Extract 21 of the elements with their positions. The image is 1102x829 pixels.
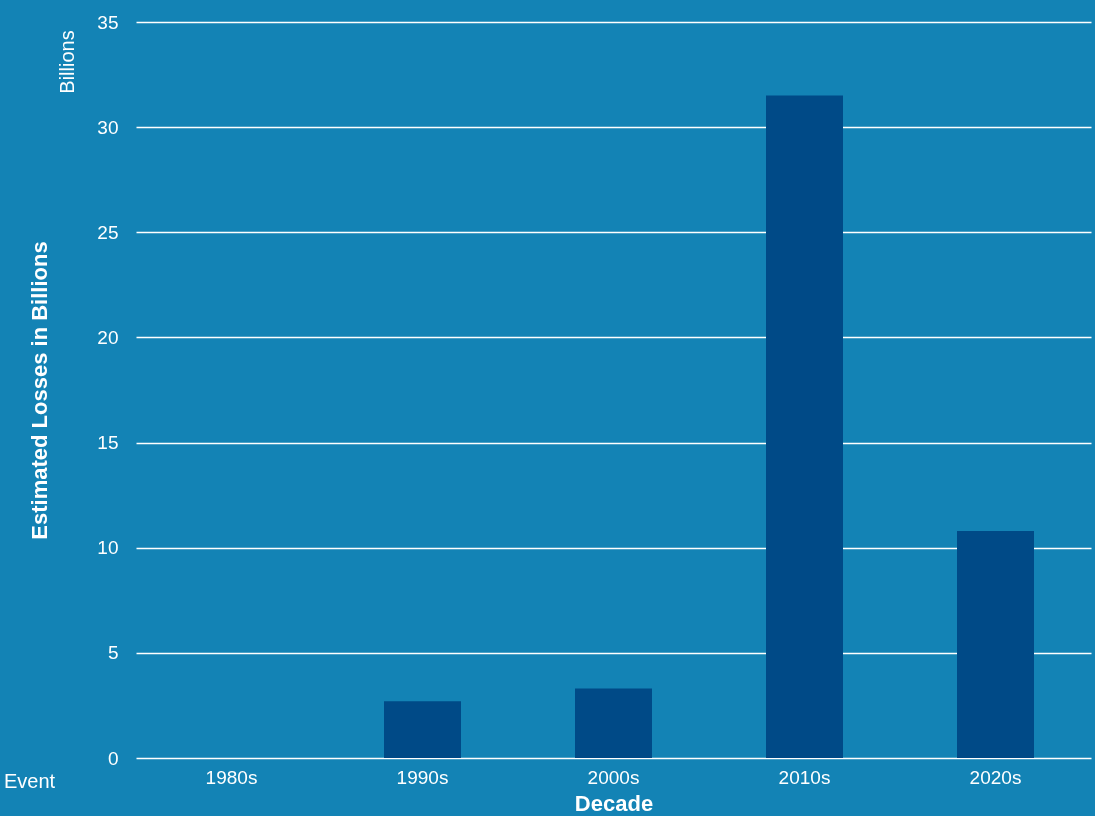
bar	[575, 688, 652, 758]
y-tick-label: 5	[107, 642, 119, 664]
text: Event	[4, 770, 56, 792]
y-tick-label: 20	[97, 326, 119, 348]
y-tick-label: 35	[97, 11, 119, 33]
x-tick-label: 2000s	[587, 766, 640, 788]
x-tick-label: 1990s	[396, 766, 449, 788]
bar	[384, 701, 461, 758]
text: Billions	[56, 30, 78, 94]
x-axis-title: Decade	[574, 790, 654, 816]
x-tick-label: 2020s	[969, 766, 1022, 788]
x-tick-label: 2010s	[778, 766, 831, 788]
y-tick-label: 30	[97, 116, 119, 138]
bar	[766, 95, 843, 758]
y-tick-label: 10	[97, 537, 119, 559]
y-tick-label: 15	[97, 432, 119, 454]
x-tick-label: 1980s	[205, 766, 258, 788]
y-axis-title: Estimated Losses in Billions	[27, 241, 53, 540]
y-tick-label: 0	[107, 747, 119, 769]
bar	[957, 530, 1034, 758]
y-tick-label: 25	[97, 221, 119, 243]
